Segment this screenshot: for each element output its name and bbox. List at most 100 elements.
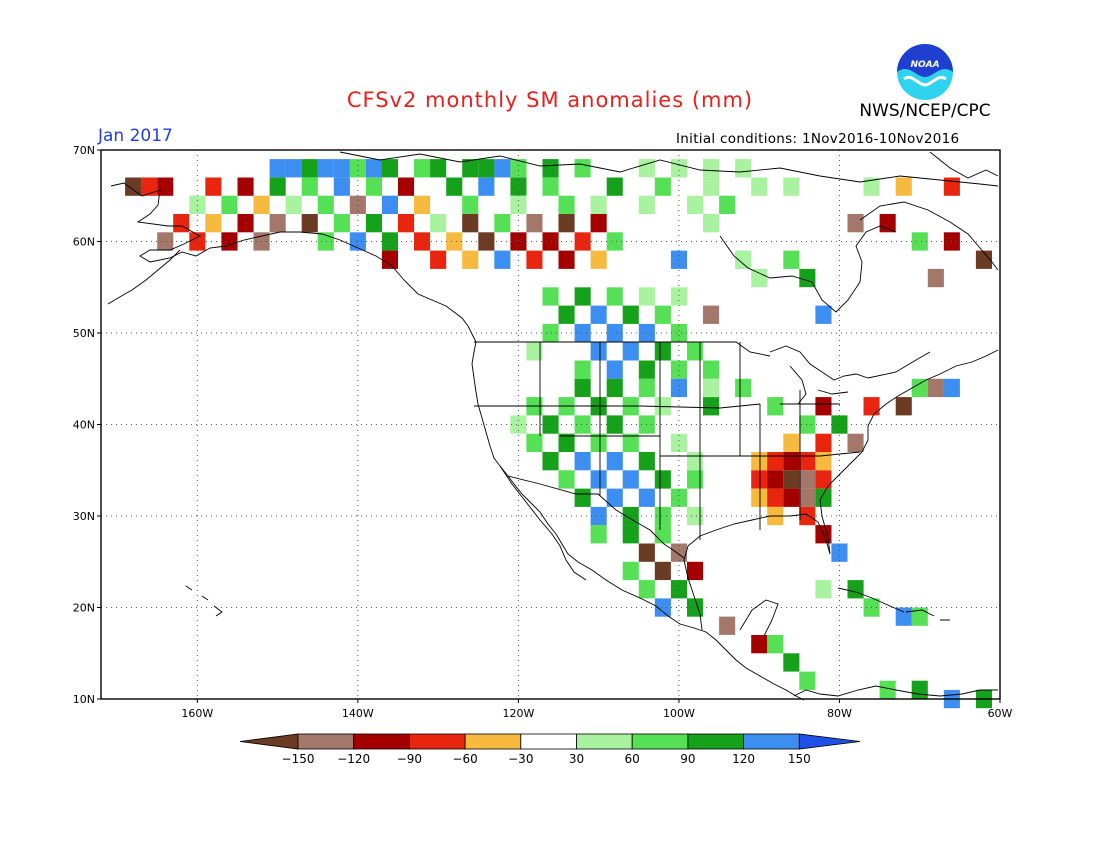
- lat-label: 10N: [73, 693, 95, 706]
- anomaly-cell: [767, 488, 784, 507]
- anomaly-cell: [526, 214, 543, 233]
- anomaly-cell: [703, 360, 720, 379]
- anomaly-cell: [670, 433, 687, 452]
- anomaly-cell: [510, 159, 527, 178]
- anomaly-cell: [494, 159, 511, 178]
- anomaly-cell: [462, 159, 479, 178]
- anomaly-cell: [430, 250, 447, 269]
- anomaly-cell: [606, 360, 623, 379]
- colorbar-swatch: [687, 733, 745, 750]
- anomaly-cell: [574, 287, 591, 306]
- anomaly-cell: [430, 159, 447, 178]
- anomaly-cell: [414, 195, 431, 214]
- colorbar-label: 90: [680, 752, 695, 766]
- anomaly-cell: [767, 452, 784, 471]
- anomaly-cell: [638, 287, 655, 306]
- anomaly-cell: [365, 159, 382, 178]
- anomaly-cell: [783, 250, 800, 269]
- anomaly-cell: [349, 159, 366, 178]
- anomaly-cell: [687, 452, 704, 471]
- anomaly-cell: [847, 214, 864, 233]
- colorbar-arrow-high: [798, 733, 861, 750]
- anomaly-cell: [574, 452, 591, 471]
- anomaly-cell: [381, 232, 398, 251]
- anomaly-cell: [622, 506, 639, 526]
- anomaly-cell: [253, 195, 270, 214]
- anomaly-cell: [654, 305, 671, 324]
- anomaly-cell: [815, 433, 832, 452]
- anomaly-cell: [558, 195, 575, 214]
- anomaly-cell: [767, 470, 784, 489]
- anomaly-cell: [719, 616, 736, 635]
- border-us-mexico: [507, 475, 685, 559]
- anomaly-cell: [606, 378, 623, 398]
- anomaly-cell: [446, 232, 463, 251]
- anomaly-cell: [157, 232, 174, 251]
- anomaly-cell: [494, 250, 511, 269]
- anomaly-cell: [590, 433, 607, 452]
- anomaly-cell: [815, 452, 832, 471]
- anomaly-cell: [237, 214, 254, 233]
- anomaly-cell: [638, 159, 655, 178]
- colorbar-labels: −150 −120 −90 −60 −30 30 60 90 120 150: [282, 752, 811, 766]
- anomaly-cell: [237, 177, 254, 196]
- coastline-hudson: [719, 225, 897, 313]
- anomaly-cell: [189, 195, 206, 214]
- anomaly-cell: [799, 506, 816, 526]
- anomaly-cell: [301, 214, 318, 233]
- anomaly-cell: [317, 159, 334, 178]
- colorbar-swatch: [520, 733, 577, 750]
- anomaly-cell: [783, 177, 800, 196]
- anomaly-cell: [654, 470, 671, 489]
- colorbar-label: 60: [625, 752, 640, 766]
- anomaly-cell: [269, 177, 286, 196]
- lat-label: 50N: [73, 327, 95, 340]
- anomaly-cell: [911, 378, 928, 398]
- colorbar-label: −150: [282, 752, 315, 766]
- noaa-logo-icon: NOAA: [897, 44, 953, 100]
- anomaly-cell: [654, 177, 671, 196]
- anomaly-cell: [670, 378, 687, 398]
- anomaly-cell: [269, 159, 286, 178]
- anomaly-cell: [847, 433, 864, 452]
- anomaly-cell: [526, 433, 543, 452]
- coastlines: [107, 151, 999, 701]
- anomaly-cell: [670, 360, 687, 379]
- anomaly-cell: [590, 342, 607, 361]
- colorbar-label: −60: [452, 752, 477, 766]
- colorbar-swatch: [297, 733, 355, 750]
- lat-label: 60N: [73, 236, 95, 249]
- coastline-west: [467, 325, 805, 701]
- anomaly-cell: [301, 177, 318, 196]
- anomaly-cell: [895, 177, 912, 196]
- anomaly-cell: [687, 195, 704, 214]
- anomaly-cell: [799, 415, 816, 434]
- anomaly-cell: [558, 250, 575, 269]
- anomaly-cell: [365, 177, 382, 196]
- anomaly-cell: [638, 452, 655, 471]
- anomaly-cell: [205, 177, 222, 196]
- anomaly-cell: [638, 360, 655, 379]
- anomaly-cell: [943, 177, 960, 196]
- anomaly-cell: [349, 195, 366, 214]
- coastline-greenland: [929, 151, 999, 179]
- colorbar-label: 120: [732, 752, 755, 766]
- anomaly-cell: [462, 250, 479, 269]
- anomaly-cell: [606, 488, 623, 507]
- anomaly-cell: [751, 470, 768, 489]
- anomaly-cell: [510, 195, 527, 214]
- anomaly-cell: [285, 195, 302, 214]
- lat-label: 20N: [73, 602, 95, 615]
- anomaly-cell: [622, 342, 639, 361]
- anomaly-cell: [799, 268, 816, 288]
- anomaly-cell: [301, 159, 318, 178]
- coastline-yucatan: [739, 599, 779, 637]
- anomaly-cell: [638, 195, 655, 214]
- anomaly-cell: [783, 433, 800, 452]
- anomaly-cell: [879, 680, 896, 699]
- anomaly-cell: [622, 305, 639, 324]
- anomaly-cell: [381, 195, 398, 214]
- anomaly-cell: [510, 177, 527, 196]
- coastline-arctic: [339, 151, 999, 187]
- anomaly-cell: [670, 488, 687, 507]
